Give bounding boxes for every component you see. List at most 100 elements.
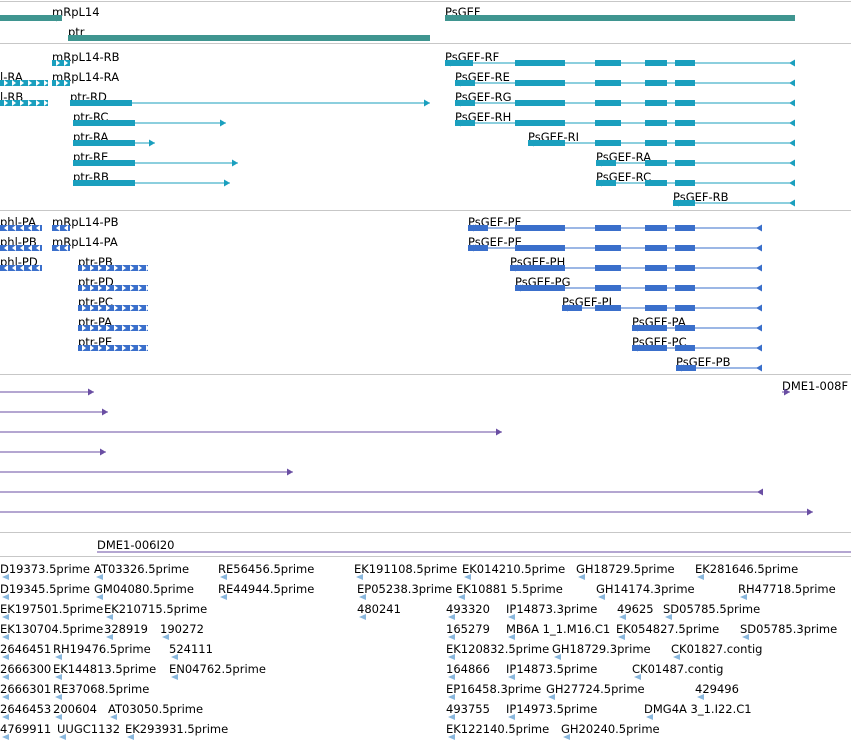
feature-label[interactable]: GH20240.5prime xyxy=(561,722,660,736)
est-marker-icon[interactable] xyxy=(740,594,747,600)
feature-label[interactable]: 49625 xyxy=(617,602,654,616)
feature-label[interactable]: EK281646.5prime xyxy=(695,562,798,576)
feature-label[interactable]: 200604 xyxy=(53,702,97,716)
est-marker-icon[interactable] xyxy=(448,734,455,740)
exon-block[interactable] xyxy=(675,305,695,311)
exon-block[interactable] xyxy=(675,120,695,126)
feature-label[interactable]: 493320 xyxy=(446,602,490,616)
est-marker-icon[interactable] xyxy=(2,734,9,740)
exon-block[interactable] xyxy=(545,140,565,146)
est-marker-icon[interactable] xyxy=(127,734,134,740)
feature-label[interactable]: RE37068.5prime xyxy=(53,682,149,696)
est-marker-icon[interactable] xyxy=(2,674,9,680)
est-marker-icon[interactable] xyxy=(665,614,672,620)
feature-label[interactable]: GM04080.5prime xyxy=(94,582,194,596)
exon-block[interactable] xyxy=(595,285,621,291)
est-marker-icon[interactable] xyxy=(646,714,653,720)
est-marker-icon[interactable] xyxy=(359,594,366,600)
exon-block[interactable] xyxy=(675,265,695,271)
feature-label[interactable]: CK01487.contig xyxy=(632,662,723,676)
exon-block[interactable] xyxy=(595,140,621,146)
exon-block[interactable] xyxy=(675,160,695,166)
exon-block[interactable] xyxy=(675,285,695,291)
exon-block[interactable] xyxy=(78,285,148,291)
exon-block[interactable] xyxy=(70,100,132,106)
exon-block[interactable] xyxy=(645,245,667,251)
est-marker-icon[interactable] xyxy=(458,594,465,600)
exon-block[interactable] xyxy=(675,80,695,86)
est-marker-icon[interactable] xyxy=(356,574,363,580)
feature-label[interactable]: 2646451 xyxy=(0,642,51,656)
exon-block[interactable] xyxy=(455,120,475,126)
est-marker-icon[interactable] xyxy=(220,574,227,580)
feature-label[interactable]: 328919 xyxy=(104,622,148,636)
exon-block[interactable] xyxy=(645,120,667,126)
exon-block[interactable] xyxy=(515,60,545,66)
exon-block[interactable] xyxy=(545,225,565,231)
gene-block[interactable] xyxy=(68,35,430,41)
feature-label[interactable]: EK120832.5prime xyxy=(446,642,549,656)
exon-block[interactable] xyxy=(510,265,530,271)
exon-block[interactable] xyxy=(78,305,148,311)
exon-block[interactable] xyxy=(562,305,582,311)
est-marker-icon[interactable] xyxy=(548,694,555,700)
est-marker-icon[interactable] xyxy=(578,574,585,580)
feature-label[interactable]: 429496 xyxy=(695,682,739,696)
est-marker-icon[interactable] xyxy=(508,674,515,680)
feature-label[interactable]: EP16458.3prime xyxy=(446,682,541,696)
exon-block[interactable] xyxy=(596,160,616,166)
exon-block[interactable] xyxy=(545,120,565,126)
exon-block[interactable] xyxy=(52,80,70,86)
exon-block[interactable] xyxy=(645,265,667,271)
est-marker-icon[interactable] xyxy=(55,714,62,720)
exon-block[interactable] xyxy=(73,160,135,166)
exon-block[interactable] xyxy=(78,265,148,271)
feature-label[interactable]: RH19476.5prime xyxy=(53,642,151,656)
feature-label[interactable]: IP14873.3prime xyxy=(506,602,597,616)
gene-block[interactable] xyxy=(445,15,795,21)
exon-block[interactable] xyxy=(73,140,135,146)
est-marker-icon[interactable] xyxy=(448,674,455,680)
exon-block[interactable] xyxy=(675,325,695,331)
feature-label[interactable]: RE44944.5prime xyxy=(218,582,314,596)
est-marker-icon[interactable] xyxy=(96,574,103,580)
feature-label[interactable]: CK01827.contig xyxy=(671,642,762,656)
feature-label[interactable]: GH18729.5prime xyxy=(576,562,675,576)
exon-block[interactable] xyxy=(676,365,696,371)
est-marker-icon[interactable] xyxy=(2,594,9,600)
feature-label[interactable]: EK130704.5prime xyxy=(0,622,103,636)
exon-block[interactable] xyxy=(595,265,621,271)
feature-label[interactable]: 2666301 xyxy=(0,682,51,696)
exon-block[interactable] xyxy=(52,245,70,251)
feature-label[interactable]: DME1-008F xyxy=(782,379,848,393)
feature-label[interactable]: 2646453 xyxy=(0,702,51,716)
feature-label[interactable]: EK054827.5prime xyxy=(616,622,719,636)
feature-label[interactable]: 190272 xyxy=(160,622,204,636)
exon-block[interactable] xyxy=(515,80,545,86)
feature-label[interactable]: IP14973.5prime xyxy=(506,702,597,716)
est-marker-icon[interactable] xyxy=(464,574,471,580)
exon-block[interactable] xyxy=(545,265,565,271)
exon-block[interactable] xyxy=(645,325,667,331)
feature-label[interactable]: D19373.5prime xyxy=(0,562,90,576)
est-marker-icon[interactable] xyxy=(359,614,366,620)
feature-label[interactable]: EK10881 5.5prime xyxy=(456,582,563,596)
est-marker-icon[interactable] xyxy=(448,694,455,700)
est-marker-icon[interactable] xyxy=(2,614,9,620)
est-marker-icon[interactable] xyxy=(618,634,625,640)
exon-block[interactable] xyxy=(545,80,565,86)
exon-block[interactable] xyxy=(545,245,565,251)
exon-block[interactable] xyxy=(675,140,695,146)
est-marker-icon[interactable] xyxy=(673,654,680,660)
est-marker-icon[interactable] xyxy=(619,614,626,620)
exon-block[interactable] xyxy=(645,285,667,291)
est-marker-icon[interactable] xyxy=(110,714,117,720)
feature-label[interactable]: 480241 xyxy=(357,602,401,616)
est-marker-icon[interactable] xyxy=(697,694,704,700)
est-marker-icon[interactable] xyxy=(55,694,62,700)
est-marker-icon[interactable] xyxy=(448,614,455,620)
est-marker-icon[interactable] xyxy=(106,614,113,620)
est-marker-icon[interactable] xyxy=(2,694,9,700)
exon-block[interactable] xyxy=(515,245,545,251)
feature-label[interactable]: SD05785.5prime xyxy=(663,602,760,616)
